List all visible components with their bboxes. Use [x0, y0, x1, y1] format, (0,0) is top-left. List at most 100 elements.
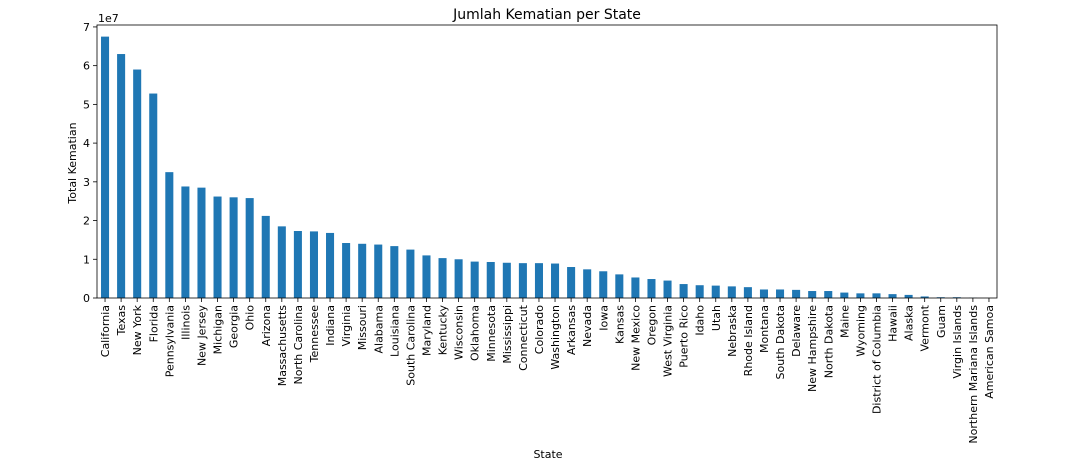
x-tick-label: Alabama — [372, 305, 385, 354]
x-tick-label: Georgia — [228, 305, 241, 348]
plot-area: 0 1 2 3 4 5 6 7 California Texas New York Florida Pe… — [83, 21, 998, 444]
bar — [486, 261, 495, 298]
x-tick-label: California — [99, 305, 112, 357]
y-tick-label: 0 — [83, 292, 90, 305]
x-axis-label: State — [533, 448, 562, 461]
bar — [133, 69, 142, 298]
bar — [631, 277, 640, 298]
x-tick-label: Illinois — [179, 305, 192, 340]
bar — [101, 36, 110, 299]
bar — [711, 285, 720, 298]
x-tick-label: Maryland — [420, 305, 433, 356]
y-tick-label: 3 — [83, 176, 90, 189]
x-tick-label: Idaho — [694, 305, 707, 336]
bar — [759, 289, 768, 298]
bar — [888, 294, 897, 298]
x-tick-label: Mississippi — [501, 305, 514, 364]
x-tick-label: District of Columbia — [870, 305, 883, 414]
x-tick-label: South Carolina — [404, 305, 417, 386]
bar — [534, 263, 543, 298]
bar — [920, 296, 929, 298]
x-tick-label: New Mexico — [629, 305, 642, 371]
x-tick-label: American Samoa — [983, 305, 996, 399]
x-tick-label: Missouri — [356, 305, 369, 350]
x-tick-label: Wisconsin — [453, 305, 466, 360]
x-tick-label: North Dakota — [822, 305, 835, 378]
bar — [872, 293, 881, 298]
bar — [856, 293, 865, 298]
bar — [358, 243, 367, 298]
bar — [904, 294, 913, 298]
x-tick-label: Kansas — [613, 305, 626, 344]
bar — [261, 215, 270, 298]
x-tick-label: Connecticut — [517, 304, 530, 371]
bar — [727, 286, 736, 298]
x-tick-label: Washington — [549, 305, 562, 370]
x-tick-label: New Jersey — [195, 305, 208, 367]
bar — [695, 285, 704, 298]
y-tick-label: 2 — [83, 215, 90, 228]
bar — [518, 263, 527, 298]
x-tick-label: Northern Mariana Islands — [967, 305, 980, 444]
x-tick-label: Montana — [758, 305, 771, 353]
bar — [615, 274, 624, 298]
x-tick-label: Nebraska — [726, 305, 739, 357]
bar — [599, 271, 608, 298]
x-tick-label: New York — [131, 304, 144, 355]
bar — [197, 187, 206, 298]
x-tick-label: Oregon — [645, 305, 658, 345]
bar — [776, 289, 785, 298]
bar — [663, 280, 672, 298]
x-tick-label: Pennsylvania — [163, 305, 176, 377]
x-tick-label: North Carolina — [292, 305, 305, 385]
bar — [551, 263, 560, 298]
bar — [502, 262, 511, 298]
x-tick-label: Louisiana — [388, 305, 401, 357]
x-tick-label: Kentucky — [437, 305, 450, 356]
bar — [470, 261, 479, 298]
y-axis-label: Total Kematian — [66, 122, 79, 204]
x-tick-label: Utah — [710, 305, 723, 331]
bar — [438, 258, 447, 298]
x-tick-label: Vermont — [919, 304, 932, 351]
bar — [342, 243, 351, 298]
x-tick-label: Tennessee — [308, 305, 321, 364]
bar — [808, 291, 817, 298]
x-tick-label: Hawaii — [887, 305, 900, 342]
x-tick-label: Minnesota — [485, 305, 498, 362]
bar — [309, 231, 318, 298]
x-tick-label: Michigan — [212, 305, 225, 354]
x-tick-label: Wyoming — [854, 305, 867, 357]
x-tick-label: Rhode Island — [742, 305, 755, 376]
x-tick-label: Iowa — [597, 305, 610, 331]
x-tick-label: Texas — [115, 305, 128, 337]
bar — [229, 197, 238, 298]
x-tick-label: West Virginia — [662, 305, 675, 377]
x-tick-label: Massachusetts — [276, 305, 289, 387]
x-tick-label: Puerto Rico — [678, 305, 691, 368]
x-tick-label: Colorado — [533, 305, 546, 354]
bar — [422, 255, 431, 298]
bar — [374, 244, 383, 298]
bar — [743, 287, 752, 298]
y-tick-label: 6 — [83, 60, 90, 73]
bar — [583, 269, 592, 298]
bar — [245, 198, 254, 298]
x-tick-label: Virgin Islands — [951, 305, 964, 379]
bar — [406, 249, 415, 298]
bar — [792, 289, 801, 298]
bar — [277, 226, 286, 298]
bar — [679, 284, 688, 298]
bar — [390, 246, 399, 298]
bar — [840, 292, 849, 298]
bar — [117, 54, 126, 298]
x-tick-label: Nevada — [581, 305, 594, 347]
x-tick-label: South Dakota — [774, 305, 787, 379]
y-tick-label: 5 — [83, 98, 90, 111]
plot-frame — [96, 24, 998, 299]
y-tick-label: 4 — [83, 137, 90, 150]
x-tick-label: Arkansas — [565, 305, 578, 355]
chart-title: Jumlah Kematian per State — [452, 7, 641, 23]
x-tick-label: New Hampshire — [806, 305, 819, 392]
